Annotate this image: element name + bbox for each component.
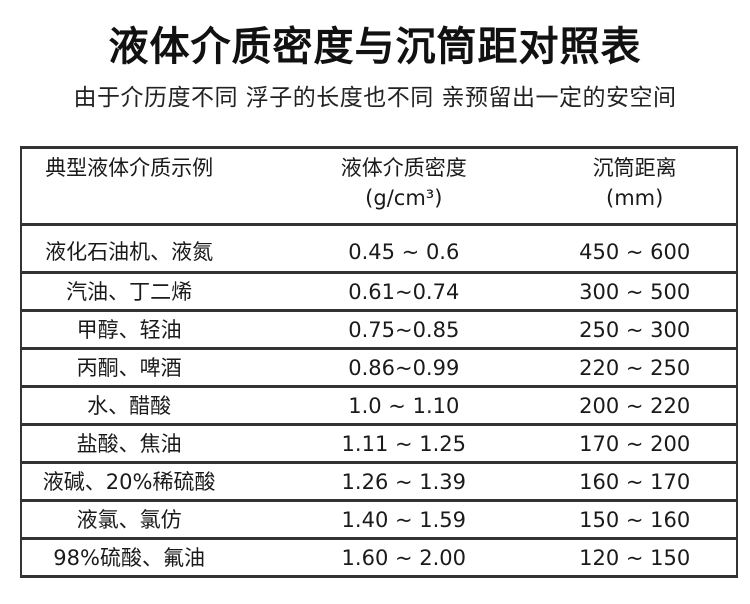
cell-distance: 120 ~ 150	[579, 545, 691, 570]
table-row: 98%硫酸、氟油 1.60 ~ 2.00 120 ~ 150	[22, 540, 736, 578]
cell-example: 水、醋酸	[87, 393, 172, 418]
cell-distance: 250 ~ 300	[579, 317, 691, 342]
cell-density: 1.0 ~ 1.10	[348, 393, 460, 418]
table-row: 液碱、20%稀硫酸 1.26 ~ 1.39 160 ~ 170	[22, 464, 736, 502]
cell-distance: 300 ~ 500	[579, 279, 691, 304]
cell-density: 1.11 ~ 1.25	[341, 431, 467, 456]
header-density-unit: (g/cm³)	[365, 186, 443, 210]
header-distance: 沉筒距离 (mm)	[533, 153, 736, 213]
cell-density: 0.45 ~ 0.6	[348, 239, 460, 264]
cell-example: 汽油、丁二烯	[66, 279, 193, 304]
table-row: 丙酮、啤酒 0.86~0.99 220 ~ 250	[22, 350, 736, 388]
cell-example: 甲醇、轻油	[76, 317, 182, 342]
cell-distance: 200 ~ 220	[579, 393, 691, 418]
cell-example: 盐酸、焦油	[76, 431, 182, 456]
header-density-label: 液体介质密度	[340, 156, 467, 180]
cell-distance: 160 ~ 170	[579, 469, 691, 494]
page-subtitle: 由于介历度不同 浮子的长度也不同 亲预留出一定的安空间	[73, 85, 677, 111]
cell-density: 0.86~0.99	[348, 355, 460, 380]
table-header-row: 典型液体介质示例 液体介质密度 (g/cm³) 沉筒距离 (mm)	[22, 149, 736, 226]
density-table: 典型液体介质示例 液体介质密度 (g/cm³) 沉筒距离 (mm) 液化石油机、…	[20, 146, 738, 578]
header-example: 典型液体介质示例	[22, 153, 236, 183]
cell-distance: 150 ~ 160	[579, 507, 691, 532]
cell-example: 液氯、氯仿	[76, 507, 182, 532]
cell-density: 1.40 ~ 1.59	[341, 507, 467, 532]
table-row: 液氯、氯仿 1.40 ~ 1.59 150 ~ 160	[22, 502, 736, 540]
cell-density: 1.60 ~ 2.00	[341, 545, 467, 570]
cell-density: 1.26 ~ 1.39	[341, 469, 467, 494]
header-example-label: 典型液体介质示例	[45, 156, 214, 180]
table-row: 水、醋酸 1.0 ~ 1.10 200 ~ 220	[22, 388, 736, 426]
header-distance-unit: (mm)	[606, 186, 664, 210]
cell-example: 丙酮、啤酒	[76, 355, 182, 380]
table-row: 汽油、丁二烯 0.61~0.74 300 ~ 500	[22, 274, 736, 312]
header-distance-label: 沉筒距离	[592, 156, 677, 180]
header-density: 液体介质密度 (g/cm³)	[254, 153, 553, 213]
table-row: 盐酸、焦油 1.11 ~ 1.25 170 ~ 200	[22, 426, 736, 464]
cell-example: 98%硫酸、氟油	[53, 545, 205, 570]
cell-density: 0.61~0.74	[348, 279, 460, 304]
table-row: 液化石油机、液氮 0.45 ~ 0.6 450 ~ 600	[22, 226, 736, 274]
cell-example: 液化石油机、液氮	[45, 239, 214, 264]
cell-distance: 170 ~ 200	[579, 431, 691, 456]
cell-density: 0.75~0.85	[348, 317, 460, 342]
page-title: 液体介质密度与沉筒距对照表	[108, 24, 642, 70]
cell-example: 液碱、20%稀硫酸	[42, 469, 216, 494]
cell-distance: 220 ~ 250	[579, 355, 691, 380]
cell-distance: 450 ~ 600	[579, 239, 691, 264]
table-row: 甲醇、轻油 0.75~0.85 250 ~ 300	[22, 312, 736, 350]
